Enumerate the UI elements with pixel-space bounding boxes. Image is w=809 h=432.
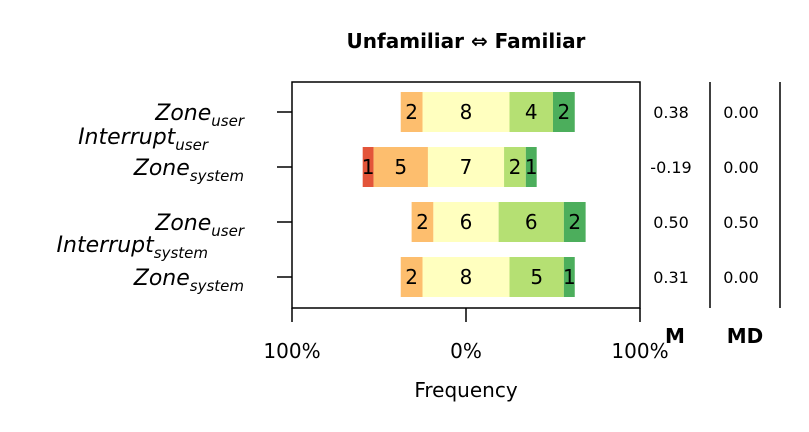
bar-segment xyxy=(504,147,526,187)
bar-segment xyxy=(422,257,510,297)
bar-segment-label: 7 xyxy=(460,155,473,179)
bar-segment xyxy=(427,147,505,187)
group-label: Interruptsystem xyxy=(57,233,208,262)
bar-segment xyxy=(509,257,564,297)
mean-value: 0.38 xyxy=(653,103,689,122)
row-label: Zoneuser xyxy=(154,101,245,130)
bar-segment xyxy=(498,202,564,242)
bar-segment xyxy=(422,92,510,132)
bar-segment-label: 2 xyxy=(509,155,522,179)
bar-segment-label: 2 xyxy=(416,210,429,234)
bar-segment xyxy=(400,257,423,297)
median-value: 0.00 xyxy=(723,103,759,122)
bar-segment xyxy=(373,147,428,187)
bar-segment-label: 1 xyxy=(525,155,538,179)
mean-value: 0.31 xyxy=(653,268,689,287)
mean-value: -0.19 xyxy=(650,158,691,177)
x-axis: 100% 0% 100% xyxy=(263,308,669,363)
x-tick-label: 100% xyxy=(263,339,320,363)
bar-segment-label: 2 xyxy=(405,100,418,124)
bar-segment-label: 1 xyxy=(362,155,375,179)
stats-header: MD xyxy=(727,324,764,348)
bar-segment-label: 2 xyxy=(558,100,571,124)
bar-segment-label: 5 xyxy=(394,155,407,179)
bar-segment xyxy=(411,202,434,242)
bar-segment xyxy=(433,202,499,242)
x-tick-label: 0% xyxy=(450,339,482,363)
median-value: 0.00 xyxy=(723,158,759,177)
bar-segment-label: 8 xyxy=(460,265,473,289)
median-value: 0.00 xyxy=(723,268,759,287)
bar-segment-label: 2 xyxy=(405,265,418,289)
bar-segment xyxy=(563,257,575,297)
bar-segment-label: 4 xyxy=(525,100,538,124)
bar-segment xyxy=(525,147,537,187)
stats-header: M xyxy=(665,324,685,348)
x-tick-label: 100% xyxy=(611,339,668,363)
row-label: Zoneuser xyxy=(154,211,245,240)
bars-layer: 2 8 4 21 5 7 2 12 6 6 22 8 5 1 xyxy=(362,92,586,297)
row-label: Zonesystem xyxy=(133,266,244,295)
bar-segment xyxy=(400,92,423,132)
row-label: Zonesystem xyxy=(133,156,244,185)
bar-segment xyxy=(362,147,374,187)
stats-columns: M MD 0.38 -0.19 0.50 0.31 0.00 0.00 0.50 0.00 xyxy=(650,82,781,348)
bar-segment-label: 2 xyxy=(568,210,581,234)
group-label: Interruptuser xyxy=(78,125,209,154)
mean-value: 0.50 xyxy=(653,213,689,232)
bar-segment-label: 6 xyxy=(460,210,473,234)
bar-segment-label: 6 xyxy=(525,210,538,234)
x-axis-label: Frequency xyxy=(414,378,517,402)
bar-segment xyxy=(563,202,586,242)
bar-segment-label: 8 xyxy=(460,100,473,124)
chart-title: Unfamiliar ⇔ Familiar xyxy=(347,29,586,53)
bar-segment xyxy=(509,92,553,132)
row-labels: ZoneuserZonesystemZoneuserZonesystemInte… xyxy=(57,101,292,295)
bar-segment xyxy=(553,92,575,132)
bar-segment-label: 1 xyxy=(563,265,576,289)
median-value: 0.50 xyxy=(723,213,759,232)
bar-segment-label: 5 xyxy=(530,265,543,289)
